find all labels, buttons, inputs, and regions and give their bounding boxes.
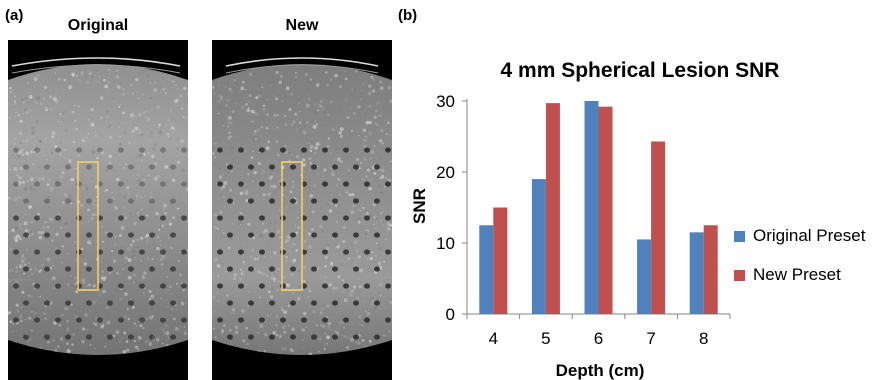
snr-bar-chart: 4 mm Spherical Lesion SNR SNR Depth (cm)… [410, 59, 780, 380]
x-tick-label: 5 [541, 329, 550, 348]
legend-item-original: Original Preset [734, 226, 865, 246]
new-image-title: New [285, 17, 319, 34]
y-tick-label: 20 [436, 163, 455, 182]
x-tick-label: 4 [489, 329, 498, 348]
roi-box [77, 161, 99, 291]
roi-box [281, 161, 303, 291]
ultrasound-image-original [8, 40, 188, 380]
legend-item-new: New Preset [734, 265, 841, 285]
legend-swatch-new [734, 269, 745, 281]
y-tick-label: 10 [436, 234, 455, 253]
legend-label-original: Original Preset [753, 226, 866, 245]
panel-label-a: (a) [5, 7, 24, 24]
original-image-title: Original [67, 17, 129, 34]
ultrasound-image-original-svg [8, 57, 188, 355]
bar-new-preset [493, 207, 508, 314]
bar-new-preset [598, 106, 613, 315]
x-tick-label: 6 [594, 329, 603, 348]
bar-new-preset [651, 141, 666, 314]
bar-new-preset [545, 103, 560, 314]
panel-label-b: (b) [398, 7, 418, 24]
x-axis-label: Depth (cm) [556, 361, 645, 380]
bar-original-preset [531, 179, 546, 314]
ultrasound-image-new [212, 40, 392, 380]
legend-swatch-original [734, 230, 745, 242]
bar-original-preset [584, 101, 599, 314]
legend-label-new: New Preset [753, 265, 841, 284]
y-tick-label: 0 [446, 305, 455, 324]
x-tick-label: 7 [646, 329, 655, 348]
chart-title: 4 mm Spherical Lesion SNR [501, 59, 780, 82]
y-tick-label: 30 [436, 92, 455, 111]
y-axis-label: SNR [410, 188, 429, 224]
bar-original-preset [479, 225, 494, 314]
bar-new-preset [703, 225, 718, 314]
ultrasound-image-new-svg [212, 57, 392, 355]
bar-original-preset [637, 239, 652, 314]
bar-original-preset [689, 232, 704, 314]
x-tick-label: 8 [699, 329, 708, 348]
